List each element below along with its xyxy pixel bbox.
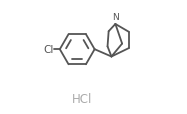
Text: Cl: Cl [43, 45, 54, 55]
Text: HCl: HCl [72, 92, 92, 105]
Text: N: N [113, 13, 119, 22]
